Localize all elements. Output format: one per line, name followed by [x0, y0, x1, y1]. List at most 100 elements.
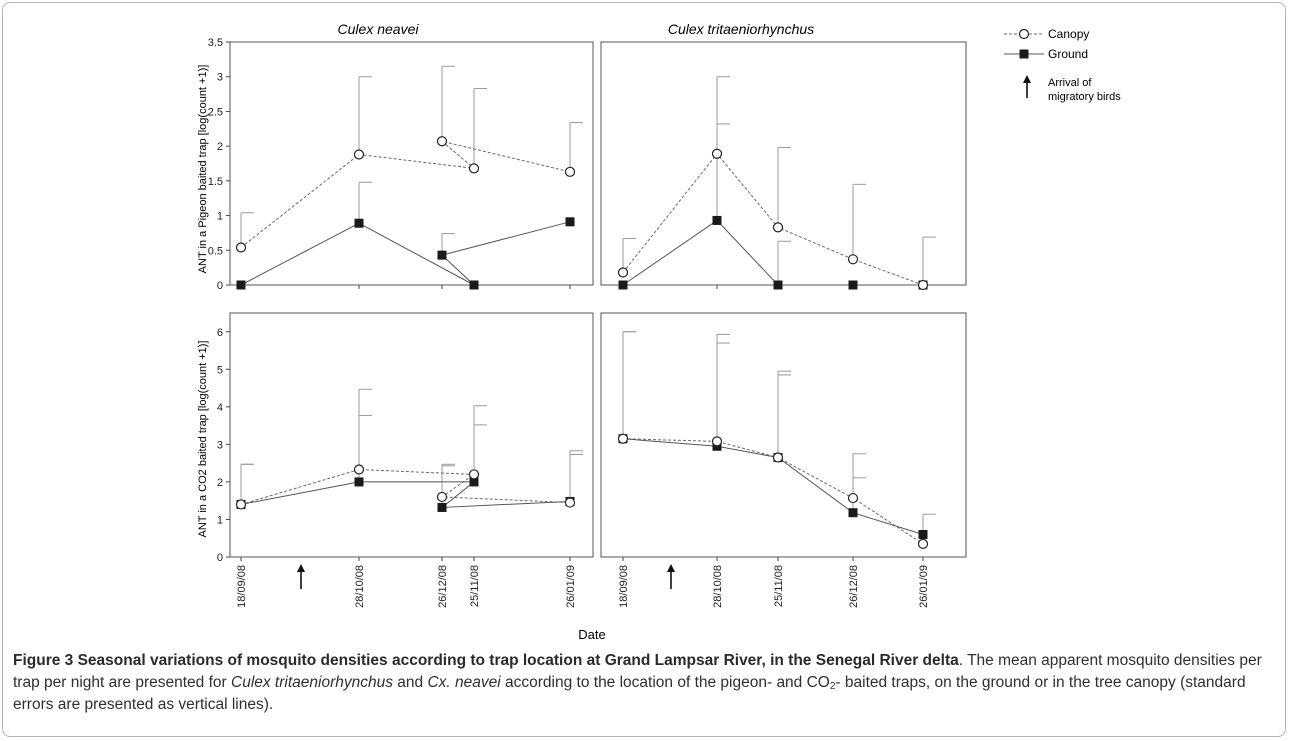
data-point-ground: [618, 280, 628, 290]
caption-species-1: Culex tritaeniorhynchus: [231, 674, 393, 691]
ylabel-bottom: ANT in a CO2 baited trap [log(count +1)]: [197, 341, 209, 538]
y-tick-label: 3.5: [208, 37, 223, 49]
arrow-head: [297, 564, 305, 572]
series-line-ground: [240, 221, 571, 286]
x-tick-label: 28/10/08: [712, 565, 724, 608]
series-line-canopy: [240, 140, 571, 248]
data-point-canopy: [235, 242, 247, 253]
data-point-ground: [848, 508, 858, 518]
y-tick-label: 1.5: [208, 176, 223, 188]
column-title-right: Culex tritaeniorhynchus: [668, 21, 814, 37]
x-tick-label: 25/11/08: [773, 565, 785, 607]
x-tick-label: 18/09/08: [236, 565, 248, 608]
panel-frame: [229, 41, 594, 286]
legend: Canopy Ground Arrival of migratory birds: [1004, 27, 1121, 103]
data-point-canopy: [235, 499, 247, 510]
data-point-canopy: [617, 267, 629, 278]
xlabel: Date: [578, 627, 605, 642]
y-tick-label: 0.5: [208, 245, 223, 257]
x-tick-label: 25/11/08: [469, 565, 481, 607]
caption-text-4: - baited traps, on the ground or in the …: [13, 674, 1246, 713]
y-tick-label: 2: [217, 477, 223, 489]
x-tick-label: 26/12/08: [437, 565, 449, 608]
legend-ground-label: Ground: [1048, 47, 1088, 61]
arrival-arrow-icon: [667, 564, 675, 589]
figure-caption: Figure 3 Seasonal variations of mosquito…: [13, 650, 1275, 716]
data-point-ground: [437, 502, 447, 512]
data-point-ground: [565, 217, 575, 227]
panel-frame: [229, 312, 594, 558]
y-tick-label: 3: [217, 439, 223, 451]
x-tick-label: 18/09/08: [618, 565, 630, 608]
y-tick-label: 1: [217, 514, 223, 526]
data-point-ground: [236, 280, 246, 290]
data-point-ground: [354, 477, 364, 487]
data-point-ground: [712, 215, 722, 225]
data-point-canopy: [564, 166, 576, 177]
series-line-canopy: [240, 469, 571, 505]
data-point-ground: [773, 280, 783, 290]
caption-text-3: according to the location of the pigeon-…: [500, 674, 830, 691]
data-point-canopy: [847, 492, 859, 504]
data-point-ground: [437, 250, 447, 260]
legend-arrival-line2: migratory birds: [1048, 91, 1121, 103]
data-point-canopy: [564, 497, 576, 508]
chart-panel-bottom-left: 0 1 2 3 4 5 6 18/09/08 28/10/08 25/11/08 26/12/08 2…: [217, 312, 594, 608]
arrow-head: [667, 564, 675, 572]
chart-panel-bottom-right: 18/09/08 28/10/08 25/11/08 26/12/08 26/01/09: [600, 312, 967, 608]
caption-species-2: Cx. neavei: [427, 674, 501, 691]
data-point-canopy: [917, 279, 929, 291]
x-tick-label: 28/10/08: [354, 565, 366, 608]
column-title-left: Culex neavei: [338, 21, 420, 37]
y-tick-label: 1: [217, 211, 223, 223]
x-tick-label: 26/01/09: [565, 565, 577, 608]
chart-panel-top-left: 0 0.5 1 1.5 2 2.5 3 3.5: [208, 37, 594, 292]
panel-frame: [600, 312, 967, 558]
y-tick-label: 6: [217, 327, 223, 339]
data-point-ground: [469, 477, 479, 487]
data-point-canopy: [711, 436, 723, 447]
arrival-arrow-icon: [297, 564, 305, 589]
series-line-ground: [240, 481, 571, 509]
caption-text-2: and: [392, 674, 428, 691]
y-tick-label: 0: [217, 552, 223, 564]
legend-canopy-label: Canopy: [1048, 27, 1089, 41]
x-tick-label: 26/12/08: [848, 565, 860, 608]
data-point-canopy: [772, 452, 784, 463]
data-point-ground: [918, 529, 928, 539]
data-point-canopy: [468, 469, 480, 480]
caption-title-end: .: [958, 652, 964, 669]
caption-subscript: 2: [829, 681, 836, 692]
ylabel-top: ANT in a Pigeon baited trap [log(count +…: [197, 65, 209, 274]
y-tick-label: 3: [217, 72, 223, 84]
figure-chart: 0 0.5 1 1.5 2 2.5 3 3.5 0 1 2 3 4 5 6 18/09/08 28/10/08 2…: [197, 21, 1121, 642]
panel-frame: [600, 41, 967, 286]
data-point-canopy: [847, 254, 859, 265]
y-tick-label: 2.5: [208, 106, 223, 118]
legend-arrow-icon: [1023, 75, 1031, 98]
chart-panel-top-right: [600, 41, 967, 291]
y-tick-label: 4: [217, 402, 223, 414]
caption-title: Figure 3 Seasonal variations of mosquito…: [13, 652, 959, 669]
legend-canopy-marker: [1018, 28, 1030, 40]
caption-text-1: The mean apparent mosquito densities per…: [13, 652, 1262, 691]
series-line-ground: [622, 438, 924, 535]
data-point-canopy: [436, 491, 448, 503]
data-point-canopy: [353, 149, 365, 160]
data-point-canopy: [468, 163, 480, 174]
legend-ground-marker: [1019, 49, 1029, 59]
x-tick-label: 26/01/09: [918, 565, 930, 608]
data-point-canopy: [436, 136, 448, 147]
data-point-canopy: [353, 464, 365, 475]
legend-arrival-line1: Arrival of: [1048, 77, 1092, 89]
series-line-ground: [622, 219, 923, 286]
data-point-canopy: [772, 222, 784, 233]
y-tick-label: 5: [217, 364, 223, 376]
data-point-canopy: [617, 433, 629, 444]
y-tick-label: 2: [217, 141, 223, 153]
data-point-ground: [469, 280, 479, 290]
series-line-canopy: [622, 438, 924, 545]
y-tick-label: 0: [217, 280, 223, 292]
data-point-ground: [848, 280, 858, 290]
series-line-canopy: [622, 152, 924, 286]
